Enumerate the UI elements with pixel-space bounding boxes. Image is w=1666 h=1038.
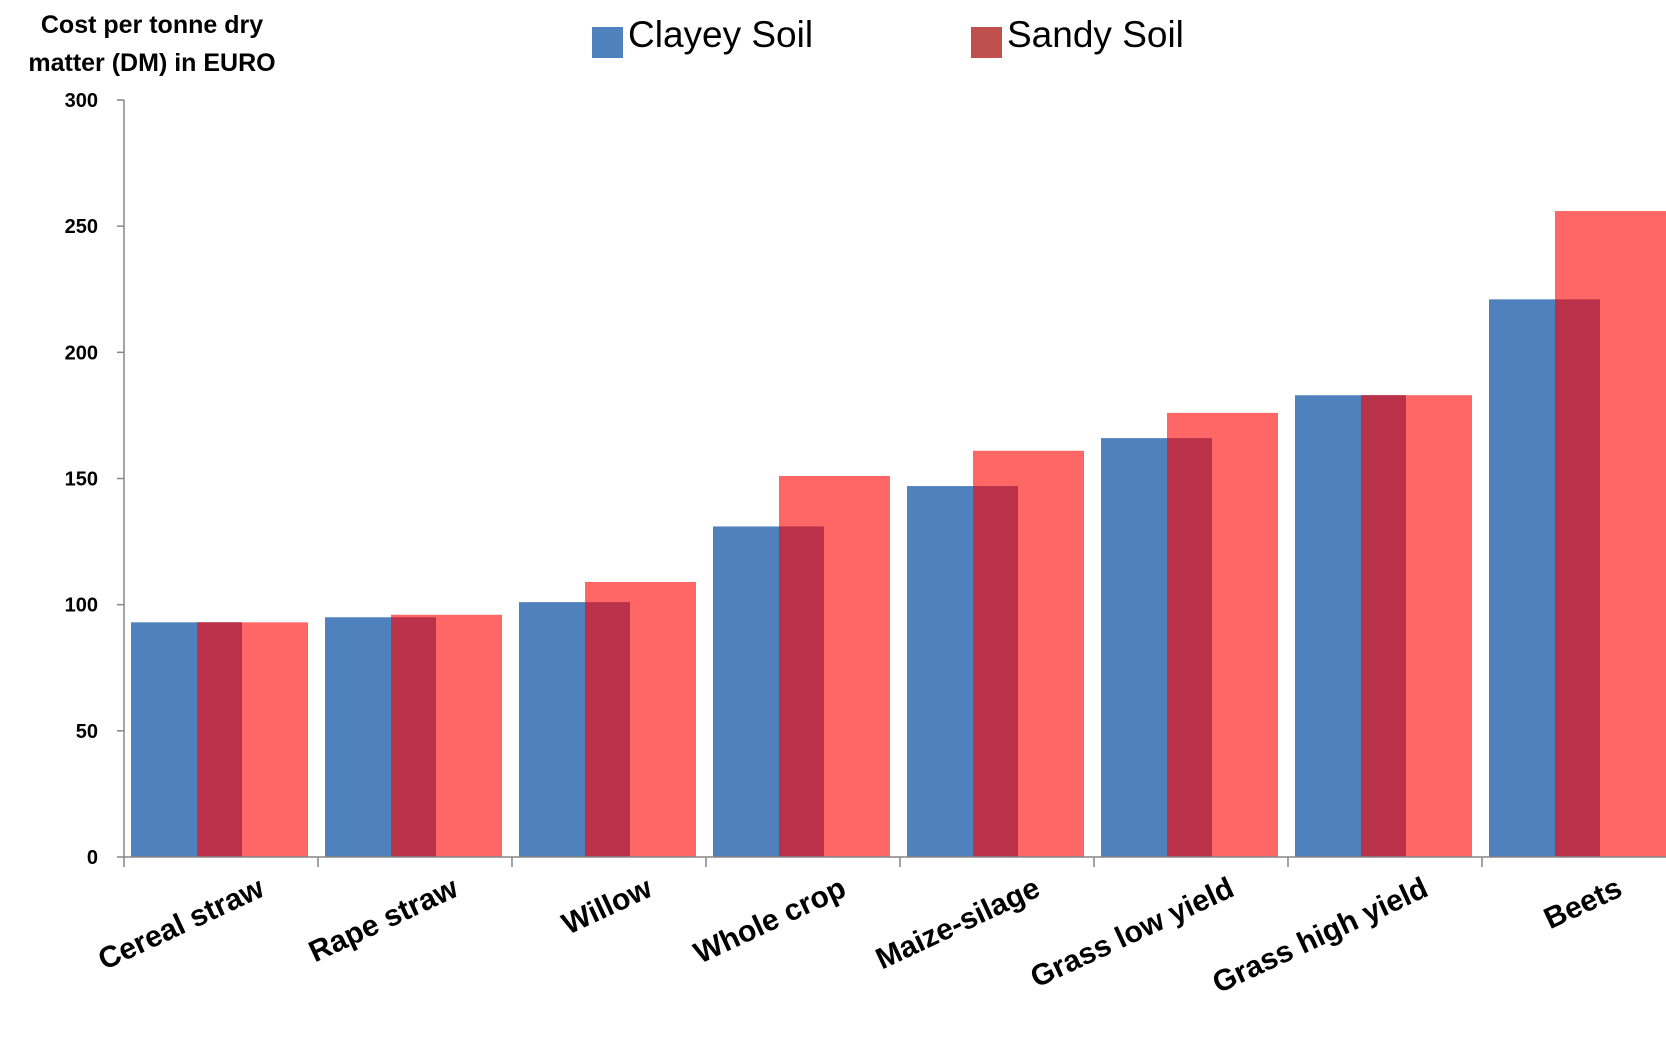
bar-overlap-0: [197, 622, 242, 857]
legend-label-1: Sandy Soil: [1007, 14, 1184, 55]
x-ticks: Cereal straw Rape straw Willow Whole crop Ma…: [93, 857, 1627, 1000]
legend-marker-1: [971, 27, 1002, 58]
y-tick-label-4: 200: [65, 342, 98, 364]
y-tick-label-3: 150: [65, 469, 98, 491]
x-tick-label-1: Rape straw: [304, 871, 464, 969]
y-axis-label-line-0: Cost per tonne dry: [41, 11, 263, 39]
y-axis-label: Cost per tonne dry matter (DM) in EURO: [28, 11, 275, 77]
y-ticks: 0 50 100 150 200 250 300: [65, 90, 124, 869]
x-tick-label-7: Beets: [1539, 871, 1627, 935]
y-axis-label-line-1: matter (DM) in EURO: [28, 49, 275, 77]
y-tick-label-6: 300: [65, 90, 98, 112]
legend-label-0: Clayey Soil: [628, 14, 813, 55]
bars: [131, 211, 1666, 857]
legend-marker-0: [592, 27, 623, 58]
y-tick-label-2: 100: [65, 595, 98, 617]
bar-overlap-5: [1167, 438, 1212, 857]
y-tick-label-1: 50: [76, 721, 98, 743]
bar-overlap-1: [391, 617, 436, 857]
x-tick-label-4: Maize-silage: [871, 871, 1045, 976]
x-tick-label-6: Grass high yield: [1207, 871, 1432, 1000]
bar-overlap-2: [585, 602, 630, 857]
x-tick-label-3: Whole crop: [689, 871, 851, 970]
bar-overlap-6: [1361, 395, 1406, 857]
x-tick-label-0: Cereal straw: [93, 871, 269, 977]
bar-overlap-3: [779, 526, 824, 857]
bar-overlap-7: [1555, 299, 1600, 857]
bar-overlap-4: [973, 486, 1018, 857]
legend: Clayey Soil Sandy Soil: [592, 14, 1184, 58]
y-tick-label-5: 250: [65, 216, 98, 238]
x-tick-label-2: Willow: [557, 871, 657, 941]
y-tick-label-0: 0: [87, 847, 98, 869]
x-tick-label-5: Grass low yield: [1026, 871, 1239, 994]
